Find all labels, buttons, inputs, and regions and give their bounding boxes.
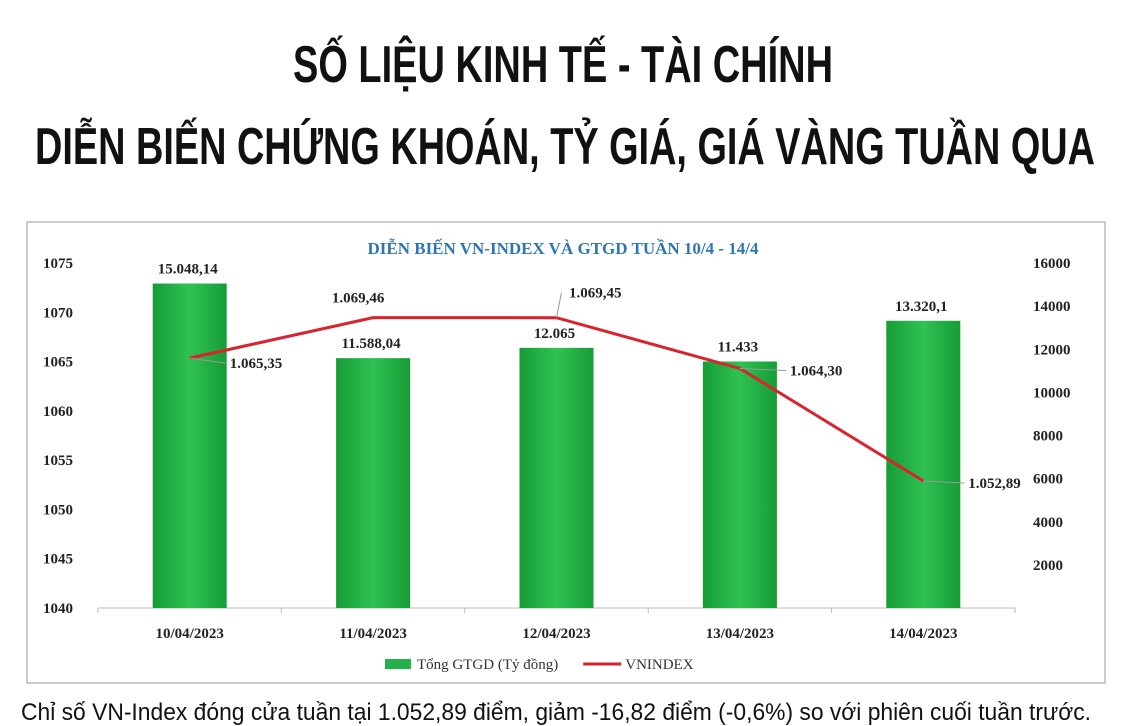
y2-tick-label: 14000 [1033, 299, 1071, 315]
bar-value-label: 15.048,14 [158, 262, 219, 278]
bar-value-label: 11.588,04 [342, 336, 402, 352]
chart-title: DIỄN BIẾN VN-INDEX VÀ GTGD TUẦN 10/4 - 1… [367, 239, 759, 258]
y2-tick-label: 8000 [1033, 429, 1063, 445]
bar [702, 361, 777, 608]
y-tick-label: 1045 [43, 552, 73, 568]
line-value-label: 1.069,46 [332, 291, 385, 307]
y2-tick-label: 16000 [1033, 256, 1071, 272]
legend-label: VNINDEX [625, 657, 693, 673]
line-value-label: 1.065,35 [230, 356, 283, 372]
y2-tick-label: 4000 [1033, 515, 1063, 531]
y-tick-label: 1055 [43, 453, 73, 469]
label-leader [923, 480, 965, 484]
legend-swatch [385, 659, 411, 669]
line-value-label: 1.069,45 [569, 286, 622, 302]
page-title: SỐ LIỆU KINH TẾ - TÀI CHÍNH [293, 35, 833, 94]
x-tick-label: 11/04/2023 [339, 626, 407, 642]
x-tick-label: 13/04/2023 [706, 626, 774, 642]
bar [336, 358, 411, 608]
y-tick-label: 1070 [43, 305, 73, 321]
y2-tick-label: 10000 [1033, 385, 1071, 401]
x-tick-label: 10/04/2023 [156, 626, 224, 642]
page-subtitle: DIỄN BIẾN CHỨNG KHOÁN, TỶ GIÁ, GIÁ VÀNG … [35, 117, 1095, 176]
label-leader [189, 357, 226, 364]
x-tick-label: 14/04/2023 [889, 626, 957, 642]
caption: Chỉ số VN-Index đóng cửa tuần tại 1.052,… [21, 699, 1091, 726]
y-tick-label: 1050 [43, 502, 73, 518]
y-tick-label: 1065 [43, 355, 73, 371]
y2-tick-label: 6000 [1033, 472, 1063, 488]
bar-value-label: 13.320,1 [895, 299, 948, 315]
bar [152, 283, 227, 608]
y-tick-label: 1075 [43, 256, 73, 272]
y2-tick-label: 12000 [1033, 342, 1071, 358]
x-tick-label: 12/04/2023 [522, 626, 590, 642]
y-tick-label: 1040 [43, 601, 73, 617]
bar-value-label: 12.065 [534, 326, 575, 342]
legend-label: Tổng GTGD (Tỷ đồng) [417, 657, 558, 673]
label-leader [556, 292, 562, 318]
y-tick-label: 1060 [43, 404, 73, 420]
line-value-label: 1.052,89 [968, 476, 1021, 492]
y2-tick-label: 2000 [1033, 558, 1063, 574]
bar [519, 347, 594, 608]
bar-value-label: 11.433 [718, 339, 758, 355]
label-leader [739, 367, 786, 371]
line-value-label: 1.064,30 [790, 363, 843, 379]
